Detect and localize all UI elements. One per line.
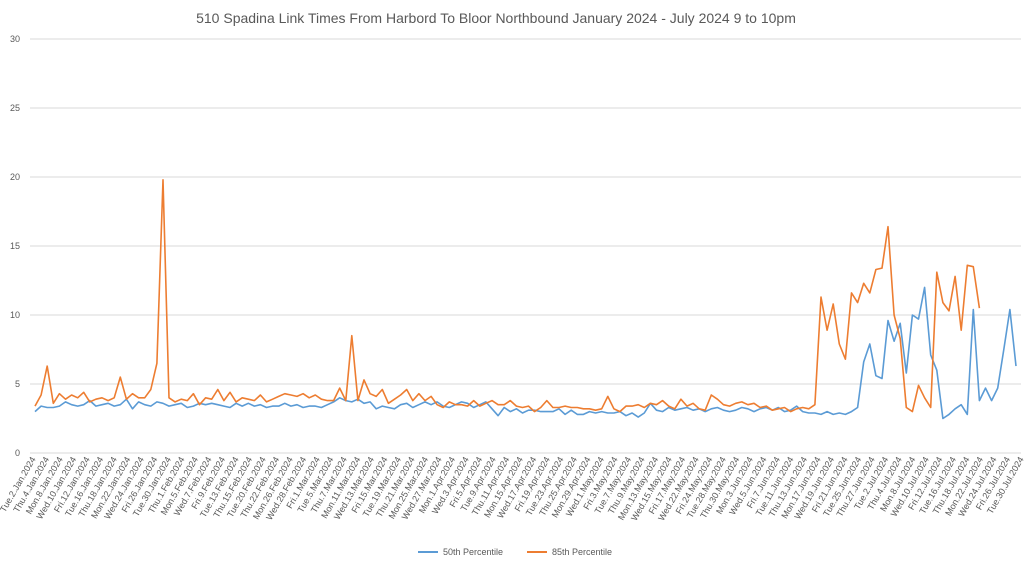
legend-label-50th: 50th Percentile xyxy=(443,547,503,557)
y-tick-label: 15 xyxy=(10,241,20,251)
y-tick-label: 30 xyxy=(10,34,20,44)
legend: 50th Percentile 85th Percentile xyxy=(418,547,612,557)
y-tick-label: 20 xyxy=(10,172,20,182)
series-lines xyxy=(34,179,1017,420)
series-line-85th xyxy=(34,179,981,413)
y-tick-label: 5 xyxy=(15,379,20,389)
y-axis-ticks: 0 5 10 15 20 25 30 xyxy=(10,34,20,458)
chart-title: 510 Spadina Link Times From Harbord To B… xyxy=(196,10,796,26)
y-tick-label: 0 xyxy=(15,448,20,458)
y-tick-label: 25 xyxy=(10,103,20,113)
legend-label-85th: 85th Percentile xyxy=(552,547,612,557)
x-axis-ticks: Tue.2.Jan.2024Thu.4.Jan.2024Mon.8.Jan.20… xyxy=(0,455,1024,523)
gridlines xyxy=(30,38,1021,454)
y-tick-label: 10 xyxy=(10,310,20,320)
